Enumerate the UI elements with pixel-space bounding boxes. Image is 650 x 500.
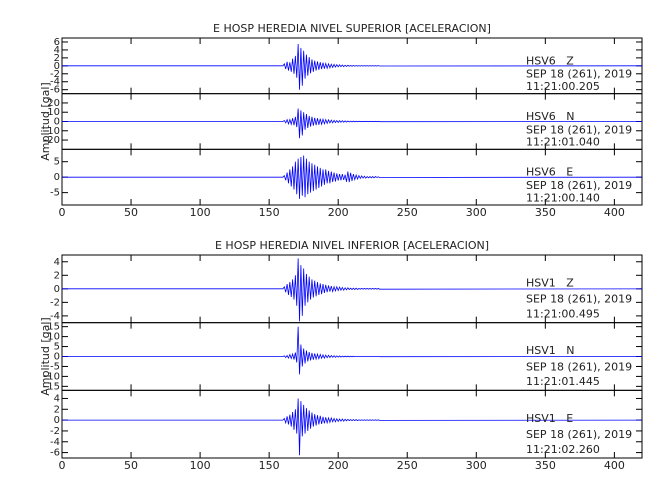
y-tick-label: 10 xyxy=(47,332,60,343)
y-tick-label: 0 xyxy=(54,61,60,72)
panel-frame xyxy=(61,389,643,459)
y-tick-label: 0 xyxy=(54,352,60,363)
x-tick-label: 300 xyxy=(466,459,487,472)
time-label: 11:21:00.495 xyxy=(526,308,600,321)
x-tick-label: 200 xyxy=(328,459,349,472)
x-tick-label: 400 xyxy=(604,459,625,472)
y-tick-label: 15 xyxy=(47,322,60,333)
time-label: 11:21:01.445 xyxy=(526,375,600,388)
time-label: 11:21:02.260 xyxy=(526,443,600,456)
y-tick-label: -4 xyxy=(50,311,60,322)
x-tick-label: 250 xyxy=(397,206,418,219)
date-label: SEP 18 (261), 2019 xyxy=(526,428,632,441)
x-tick-label: 100 xyxy=(190,206,211,219)
y-tick-label: -20 xyxy=(44,135,60,146)
x-tick-label: 400 xyxy=(604,206,625,219)
x-tick-label: 300 xyxy=(466,206,487,219)
y-tick-label: 5 xyxy=(54,342,60,353)
y-tick-label: 0 xyxy=(54,415,60,426)
y-tick-label: 4 xyxy=(54,393,60,404)
date-label: SEP 18 (261), 2019 xyxy=(526,68,632,81)
y-tick-label: -4 xyxy=(50,437,60,448)
waveform xyxy=(62,398,643,456)
y-tick-label: -2 xyxy=(50,69,60,80)
y-axis-label: Amplitud [gal] xyxy=(39,317,52,395)
x-tick-label: 200 xyxy=(328,206,349,219)
waveform xyxy=(62,155,643,199)
chart-title: E HOSP HEREDIA NIVEL SUPERIOR [ACELERACI… xyxy=(213,22,491,35)
y-tick-label: 2 xyxy=(54,270,60,281)
x-tick-label: 350 xyxy=(535,206,556,219)
y-tick-label: 20 xyxy=(47,98,60,109)
station-label: HSV6 Z xyxy=(526,54,574,67)
y-tick-label: 0 xyxy=(54,284,60,295)
station-label: HSV6 E xyxy=(526,166,573,179)
date-label: SEP 18 (261), 2019 xyxy=(526,293,632,306)
time-label: 11:21:00.205 xyxy=(526,80,600,93)
x-tick-label: 50 xyxy=(124,206,138,219)
date-label: SEP 18 (261), 2019 xyxy=(526,179,632,192)
waveform xyxy=(62,108,643,139)
time-label: 11:21:01.040 xyxy=(526,136,600,149)
y-tick-label: 0 xyxy=(54,172,60,183)
y-tick-label: -6 xyxy=(50,85,60,96)
y-tick-label: 6 xyxy=(54,37,60,48)
x-tick-label: 350 xyxy=(535,459,556,472)
waveform xyxy=(62,43,643,90)
x-tick-label: 250 xyxy=(397,459,418,472)
y-tick-label: 2 xyxy=(54,404,60,415)
y-tick-label: -2 xyxy=(50,426,60,437)
y-tick-label: 2 xyxy=(54,53,60,64)
x-tick-label: 0 xyxy=(59,206,66,219)
y-tick-label: 10 xyxy=(47,107,60,118)
time-label: 11:21:00.140 xyxy=(526,191,600,204)
waveform xyxy=(62,258,643,322)
y-tick-label: 5 xyxy=(54,157,60,168)
date-label: SEP 18 (261), 2019 xyxy=(526,123,632,136)
y-tick-label: -10 xyxy=(44,371,60,382)
y-tick-label: 4 xyxy=(54,257,60,268)
y-tick-label: 4 xyxy=(54,45,60,56)
station-label: HSV1 E xyxy=(526,412,573,425)
y-tick-label: -4 xyxy=(50,77,60,88)
waveform xyxy=(62,326,643,375)
y-tick-label: -6 xyxy=(50,448,60,459)
y-tick-label: -15 xyxy=(44,381,60,392)
y-tick-label: -2 xyxy=(50,297,60,308)
x-tick-label: 100 xyxy=(190,459,211,472)
date-label: SEP 18 (261), 2019 xyxy=(526,360,632,373)
y-axis-label: Amplitud [gal] xyxy=(39,82,52,160)
x-tick-label: 150 xyxy=(259,459,280,472)
x-tick-label: 0 xyxy=(59,459,66,472)
y-tick-label: -10 xyxy=(44,126,60,137)
x-tick-label: 150 xyxy=(259,206,280,219)
station-label: HSV6 N xyxy=(526,110,575,123)
chart-title: E HOSP HEREDIA NIVEL INFERIOR [ACELERACI… xyxy=(215,239,489,252)
station-label: HSV1 Z xyxy=(526,276,574,289)
y-tick-label: -5 xyxy=(50,188,60,199)
station-label: HSV1 N xyxy=(526,344,575,357)
y-tick-label: 0 xyxy=(54,117,60,128)
y-tick-label: -5 xyxy=(50,361,60,372)
x-tick-label: 50 xyxy=(124,459,138,472)
